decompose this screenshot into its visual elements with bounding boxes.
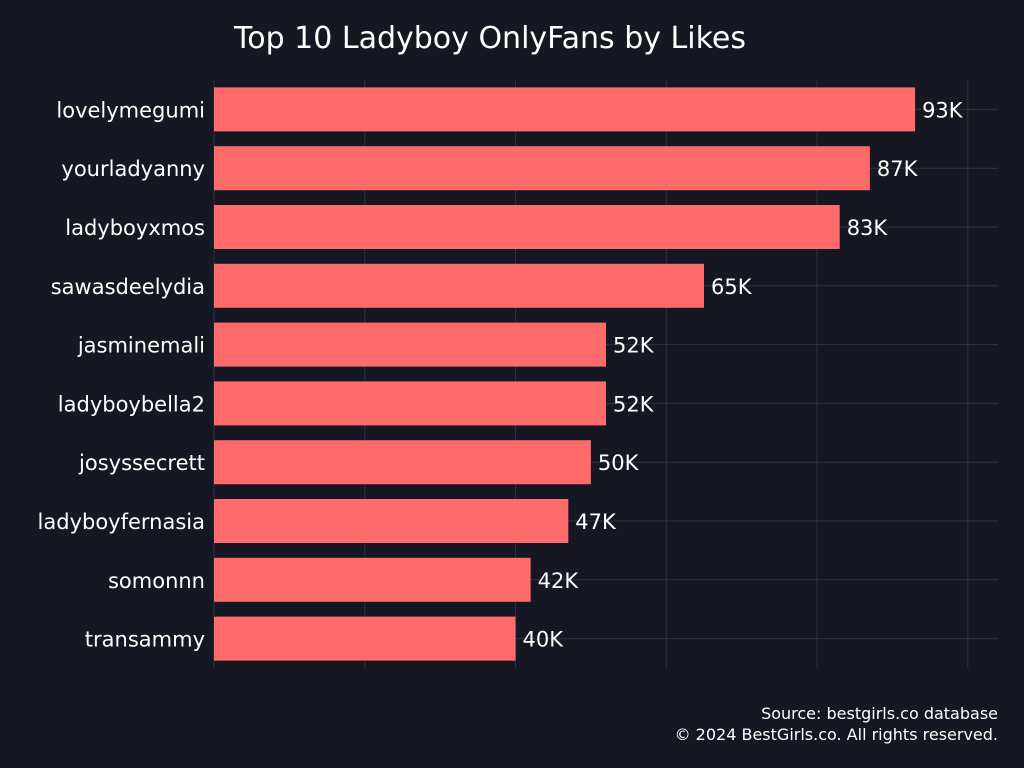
bar-ladyboyfernasia [214,499,569,543]
value-label: 65K [711,275,753,299]
value-label: 52K [613,334,655,358]
category-label: sawasdeelydia [51,275,205,299]
value-label: 93K [922,98,964,122]
bar-josyssecrett [214,440,591,485]
value-label: 40K [523,628,565,652]
bar-somonnn [214,557,531,602]
value-label: 42K [538,569,580,593]
source-note: Source: bestgirls.co database [761,704,998,723]
bar-lovelymegumi [214,87,916,132]
value-label: 47K [575,510,617,534]
bar-sawasdeelydia [214,263,704,308]
bar-transammy [214,616,516,661]
value-label: 87K [877,157,919,181]
category-label: ladyboybella2 [58,392,205,416]
bars: lovelymegumi 93K yourladyanny 87K ladyboyxmo… [38,87,964,661]
bar-ladyboyxmos [214,205,840,249]
value-label: 50K [598,451,640,475]
category-label: josyssecrett [78,451,205,475]
category-label: lovelymegumi [56,98,205,122]
bar-jasminemali [214,322,606,367]
value-label: 83K [847,216,889,240]
category-label: ladyboyfernasia [38,510,205,534]
category-label: transammy [85,628,205,652]
value-label: 52K [613,392,655,416]
bar-ladyboybella2 [214,381,606,426]
category-label: somonnn [108,569,205,593]
category-label: jasminemali [77,334,205,358]
category-label: yourladyanny [61,157,205,181]
chart-title: Top 10 Ladyboy OnlyFans by Likes [233,21,746,56]
copyright-note: © 2024 BestGirls.co. All rights reserved… [675,725,998,744]
category-label: ladyboyxmos [65,216,205,240]
bar-yourladyanny [214,146,870,191]
